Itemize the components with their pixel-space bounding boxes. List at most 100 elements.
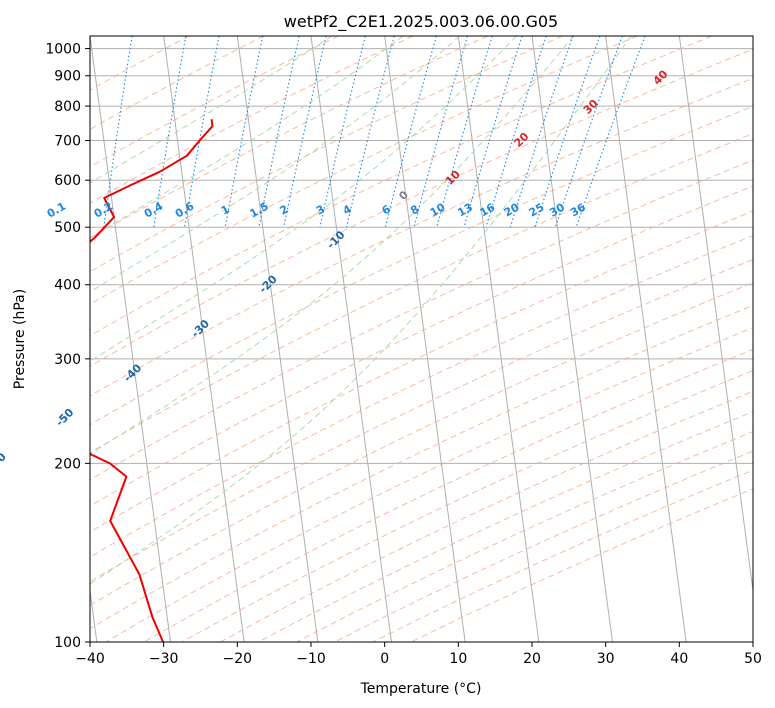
mixing-ratio-line bbox=[57, 36, 82, 227]
moist-adiabat-line bbox=[90, 36, 461, 293]
dry-adiabat-line bbox=[90, 210, 753, 533]
mixing-ratio-label: 25 bbox=[527, 201, 547, 220]
dry-adiabat-line bbox=[90, 159, 753, 481]
dry-adiabat-line bbox=[90, 234, 753, 558]
isotherm-line bbox=[236, 36, 319, 642]
dry-adiabat-line bbox=[90, 304, 753, 630]
dry-adiabat-line bbox=[90, 258, 753, 583]
y-tick-label: 200 bbox=[54, 456, 81, 472]
moist-adiabat-line bbox=[90, 36, 517, 362]
isotherm-line bbox=[163, 36, 245, 642]
x-tick-label: −30 bbox=[149, 651, 179, 667]
y-tick-label: 400 bbox=[54, 278, 81, 294]
dry-adiabat-line bbox=[105, 327, 753, 642]
sounding-profiles bbox=[90, 119, 214, 642]
dry-adiabat-line bbox=[90, 36, 488, 239]
x-tick-label: −40 bbox=[75, 651, 105, 667]
mixing-ratio-line bbox=[463, 36, 523, 228]
y-tick-label: 500 bbox=[54, 220, 81, 236]
mixing-ratio-line bbox=[345, 36, 395, 228]
mixing-ratio-line bbox=[224, 36, 264, 228]
mixing-ratio-line bbox=[258, 36, 300, 228]
dry-adiabat-line bbox=[90, 105, 753, 426]
x-tick-label: 40 bbox=[670, 651, 688, 667]
mixing-ratio-line bbox=[413, 36, 469, 228]
dry-adiabat-label: -40 bbox=[121, 361, 144, 384]
mixing-ratio-line bbox=[153, 36, 187, 228]
dry-adiabat-line bbox=[90, 36, 563, 273]
isotherm-line bbox=[605, 36, 687, 642]
mixing-ratio-label: 8 bbox=[408, 203, 421, 218]
isotherm-line bbox=[752, 36, 753, 40]
dry-adiabat-line bbox=[90, 36, 638, 305]
dry-adiabat-label: -60 bbox=[0, 450, 9, 473]
dry-adiabat-label: -10 bbox=[324, 228, 347, 251]
mixing-ratio-line bbox=[534, 36, 601, 228]
isotherm-line bbox=[90, 36, 171, 642]
moist-adiabat-line bbox=[90, 36, 404, 239]
isotherm-line bbox=[90, 586, 98, 642]
dry-adiabat-label: -50 bbox=[53, 406, 76, 429]
mixing-ratio-label: 0.4 bbox=[142, 199, 166, 220]
mixing-ratio-line bbox=[384, 36, 437, 228]
isopleth-labels: 0.10.20.40.611.52346810131620253036-100-… bbox=[0, 67, 671, 473]
chart-title: wetPf2_C2E1.2025.003.06.00.G05 bbox=[284, 12, 558, 32]
mixing-ratio-label: 30 bbox=[547, 200, 567, 219]
dry-adiabat-line bbox=[90, 36, 339, 168]
mixing-ratio-line bbox=[184, 36, 220, 228]
y-tick-label: 300 bbox=[54, 352, 81, 368]
x-tick-label: −20 bbox=[223, 651, 253, 667]
y-tick-label: 100 bbox=[54, 635, 81, 651]
plot-frame bbox=[89, 35, 754, 643]
mixing-ratio-label: 0.6 bbox=[173, 199, 197, 220]
y-tick-label: 800 bbox=[54, 99, 81, 115]
mixing-ratio-label: 10 bbox=[428, 200, 448, 219]
moist-adiabat-line bbox=[90, 36, 574, 455]
y-axis-label: Pressure (hPa) bbox=[12, 289, 28, 389]
isotherm-line bbox=[678, 36, 753, 595]
mixing-ratio-label: 20 bbox=[502, 200, 522, 219]
x-tick-label: 10 bbox=[449, 651, 467, 667]
dry-adiabat-line bbox=[410, 488, 753, 642]
background-grid bbox=[90, 36, 753, 642]
mixing-ratio-label: 0.2 bbox=[92, 200, 115, 221]
mixing-ratio-label: 0.1 bbox=[45, 200, 68, 221]
isotherm-line bbox=[531, 36, 613, 642]
x-tick-label: 30 bbox=[597, 651, 615, 667]
y-tick-label: 600 bbox=[54, 173, 81, 189]
x-tick-label: −10 bbox=[296, 651, 326, 667]
temperature-profile bbox=[90, 119, 214, 642]
dry-adiabat-line bbox=[181, 370, 753, 642]
dry-adiabat-line bbox=[296, 430, 753, 642]
x-tick-label: 0 bbox=[380, 651, 389, 667]
mixing-ratio-lines bbox=[57, 36, 646, 228]
isotherm-line bbox=[457, 36, 540, 642]
dry-adiabat-label: 0 bbox=[396, 188, 411, 203]
dry-adiabat-label: 20 bbox=[512, 130, 532, 150]
x-axis-label: Temperature (°C) bbox=[360, 681, 482, 697]
mixing-ratio-label: 13 bbox=[455, 201, 475, 220]
dry-adiabat-line bbox=[90, 185, 753, 507]
dry-adiabat-line bbox=[90, 48, 753, 367]
mixing-ratio-line bbox=[575, 36, 646, 228]
mixing-ratio-label: 36 bbox=[568, 200, 588, 219]
y-tick-label: 900 bbox=[54, 69, 81, 85]
dry-adiabat-line bbox=[334, 450, 753, 642]
dry-adiabat-line bbox=[219, 390, 753, 642]
y-tick-label: 1000 bbox=[45, 42, 81, 58]
x-tick-label: 20 bbox=[523, 651, 541, 667]
mixing-ratio-line bbox=[554, 36, 623, 228]
dry-adiabat-label: -30 bbox=[189, 317, 212, 340]
y-tick-label: 700 bbox=[54, 133, 81, 149]
mixing-ratio-line bbox=[103, 36, 133, 228]
mixing-ratio-line bbox=[283, 36, 327, 228]
dry-adiabat-line bbox=[90, 77, 753, 397]
mixing-ratio-line bbox=[436, 36, 493, 228]
dry-adiabat-line bbox=[90, 133, 753, 454]
moist-adiabat-line bbox=[90, 36, 333, 184]
dry-adiabat-line bbox=[90, 36, 264, 130]
mixing-ratio-label: 4 bbox=[341, 202, 354, 217]
mixing-ratio-line bbox=[319, 36, 366, 228]
moist-adiabat-line bbox=[90, 36, 632, 585]
